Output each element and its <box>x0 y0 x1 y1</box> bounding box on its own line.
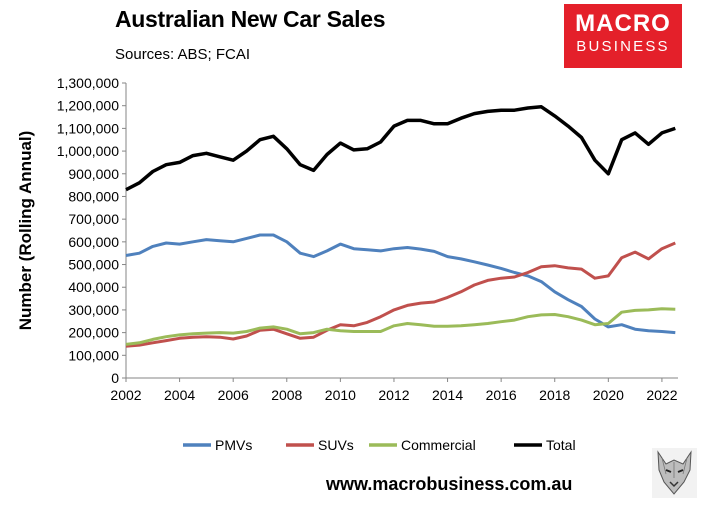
macrobusiness-logo: MACRO BUSINESS <box>564 4 682 68</box>
x-tick-label: 2002 <box>110 387 141 403</box>
legend-label-pmvs: PMVs <box>215 437 252 453</box>
y-tick-label: 1,300,000 <box>57 75 119 91</box>
y-tick-label: 700,000 <box>68 211 119 227</box>
y-tick-label: 900,000 <box>68 166 119 182</box>
y-tick-label: 1,100,000 <box>57 120 119 136</box>
footer-url[interactable]: www.macrobusiness.com.au <box>326 474 573 494</box>
x-tick-label: 2008 <box>271 387 302 403</box>
wolf-logo-icon <box>652 448 697 498</box>
series-line-commercial <box>125 307 676 346</box>
series-line-suvs <box>125 241 676 348</box>
series-line-pmvs <box>125 233 676 335</box>
legend-label-suvs: SUVs <box>318 437 354 453</box>
logo-line-2: BUSINESS <box>576 38 670 55</box>
x-tick-label: 2020 <box>593 387 624 403</box>
x-tick-label: 2018 <box>539 387 570 403</box>
y-tick-label: 200,000 <box>68 325 119 341</box>
y-tick-label: 600,000 <box>68 234 119 250</box>
x-tick-label: 2010 <box>325 387 356 403</box>
y-tick-label: 100,000 <box>68 347 119 363</box>
y-tick-label: 400,000 <box>68 279 119 295</box>
x-tick-label: 2012 <box>378 387 409 403</box>
y-tick-label: 1,200,000 <box>57 98 119 114</box>
logo-line-1: MACRO <box>575 10 671 37</box>
x-tick-label: 2006 <box>218 387 249 403</box>
y-tick-label: 800,000 <box>68 188 119 204</box>
chart-title: Australian New Car Sales <box>115 6 386 32</box>
x-tick-label: 2022 <box>646 387 677 403</box>
y-tick-label: 1,000,000 <box>57 143 119 159</box>
x-tick-label: 2004 <box>164 387 195 403</box>
series-line-total <box>125 105 676 192</box>
y-axis-label: Number (Rolling Annual) <box>16 131 35 331</box>
legend-label-commercial: Commercial <box>401 437 476 453</box>
x-tick-label: 2016 <box>486 387 517 403</box>
chart-subtitle: Sources: ABS; FCAI <box>115 46 251 63</box>
legend-label-total: Total <box>546 437 576 453</box>
y-tick-label: 0 <box>111 370 119 386</box>
y-tick-label: 500,000 <box>68 257 119 273</box>
y-tick-label: 300,000 <box>68 302 119 318</box>
x-tick-label: 2014 <box>432 387 463 403</box>
